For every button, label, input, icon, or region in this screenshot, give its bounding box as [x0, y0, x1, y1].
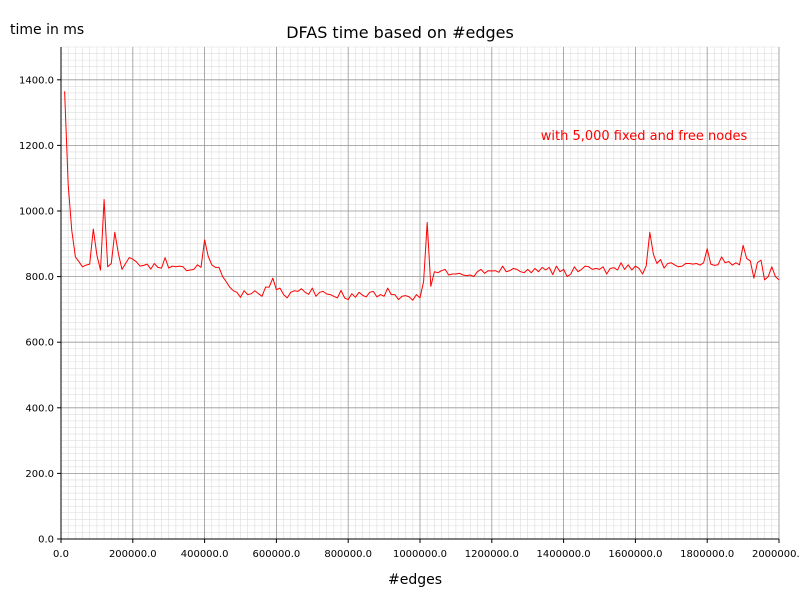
x-tick-label: 400000.0: [181, 549, 229, 560]
y-tick-label: 400.0: [25, 403, 54, 414]
series-group: [64, 91, 780, 301]
x-tick-label: 2000000.0: [752, 549, 800, 560]
y-axis-label: time in ms: [10, 22, 84, 38]
y-tick-label: 0.0: [38, 535, 54, 546]
y-tick-label: 600.0: [25, 338, 54, 349]
chart-annotation: with 5,000 fixed and free nodes: [541, 129, 748, 144]
y-tick-label: 1200.0: [19, 141, 54, 152]
chart-title: DFAS time based on #edges: [286, 23, 514, 42]
x-tick-label: 0.0: [53, 549, 69, 560]
x-axis-ticks: 0.0 200000.0 400000.0 600000.0 800000.0 10000…: [53, 539, 800, 560]
y-tick-label: 1400.0: [19, 75, 54, 86]
y-tick-label: 1000.0: [19, 207, 54, 218]
series-line: [64, 91, 780, 301]
x-tick-label: 1000000.0: [393, 549, 447, 560]
x-tick-label: 1400000.0: [537, 549, 591, 560]
x-tick-label: 1600000.0: [608, 549, 662, 560]
major-gridlines: [61, 47, 780, 539]
x-axis-label: #edges: [388, 572, 442, 588]
x-tick-label: 1200000.0: [465, 549, 519, 560]
x-tick-label: 1800000.0: [680, 549, 734, 560]
y-tick-label: 800.0: [25, 272, 54, 283]
y-axis-ticks: 0.0 200.0 400.0 600.0 800.0 1000.0 1200.0 1400.…: [19, 75, 61, 546]
y-tick-label: 200.0: [25, 469, 54, 480]
x-tick-label: 800000.0: [324, 549, 372, 560]
x-tick-label: 200000.0: [109, 549, 157, 560]
x-tick-label: 600000.0: [253, 549, 301, 560]
